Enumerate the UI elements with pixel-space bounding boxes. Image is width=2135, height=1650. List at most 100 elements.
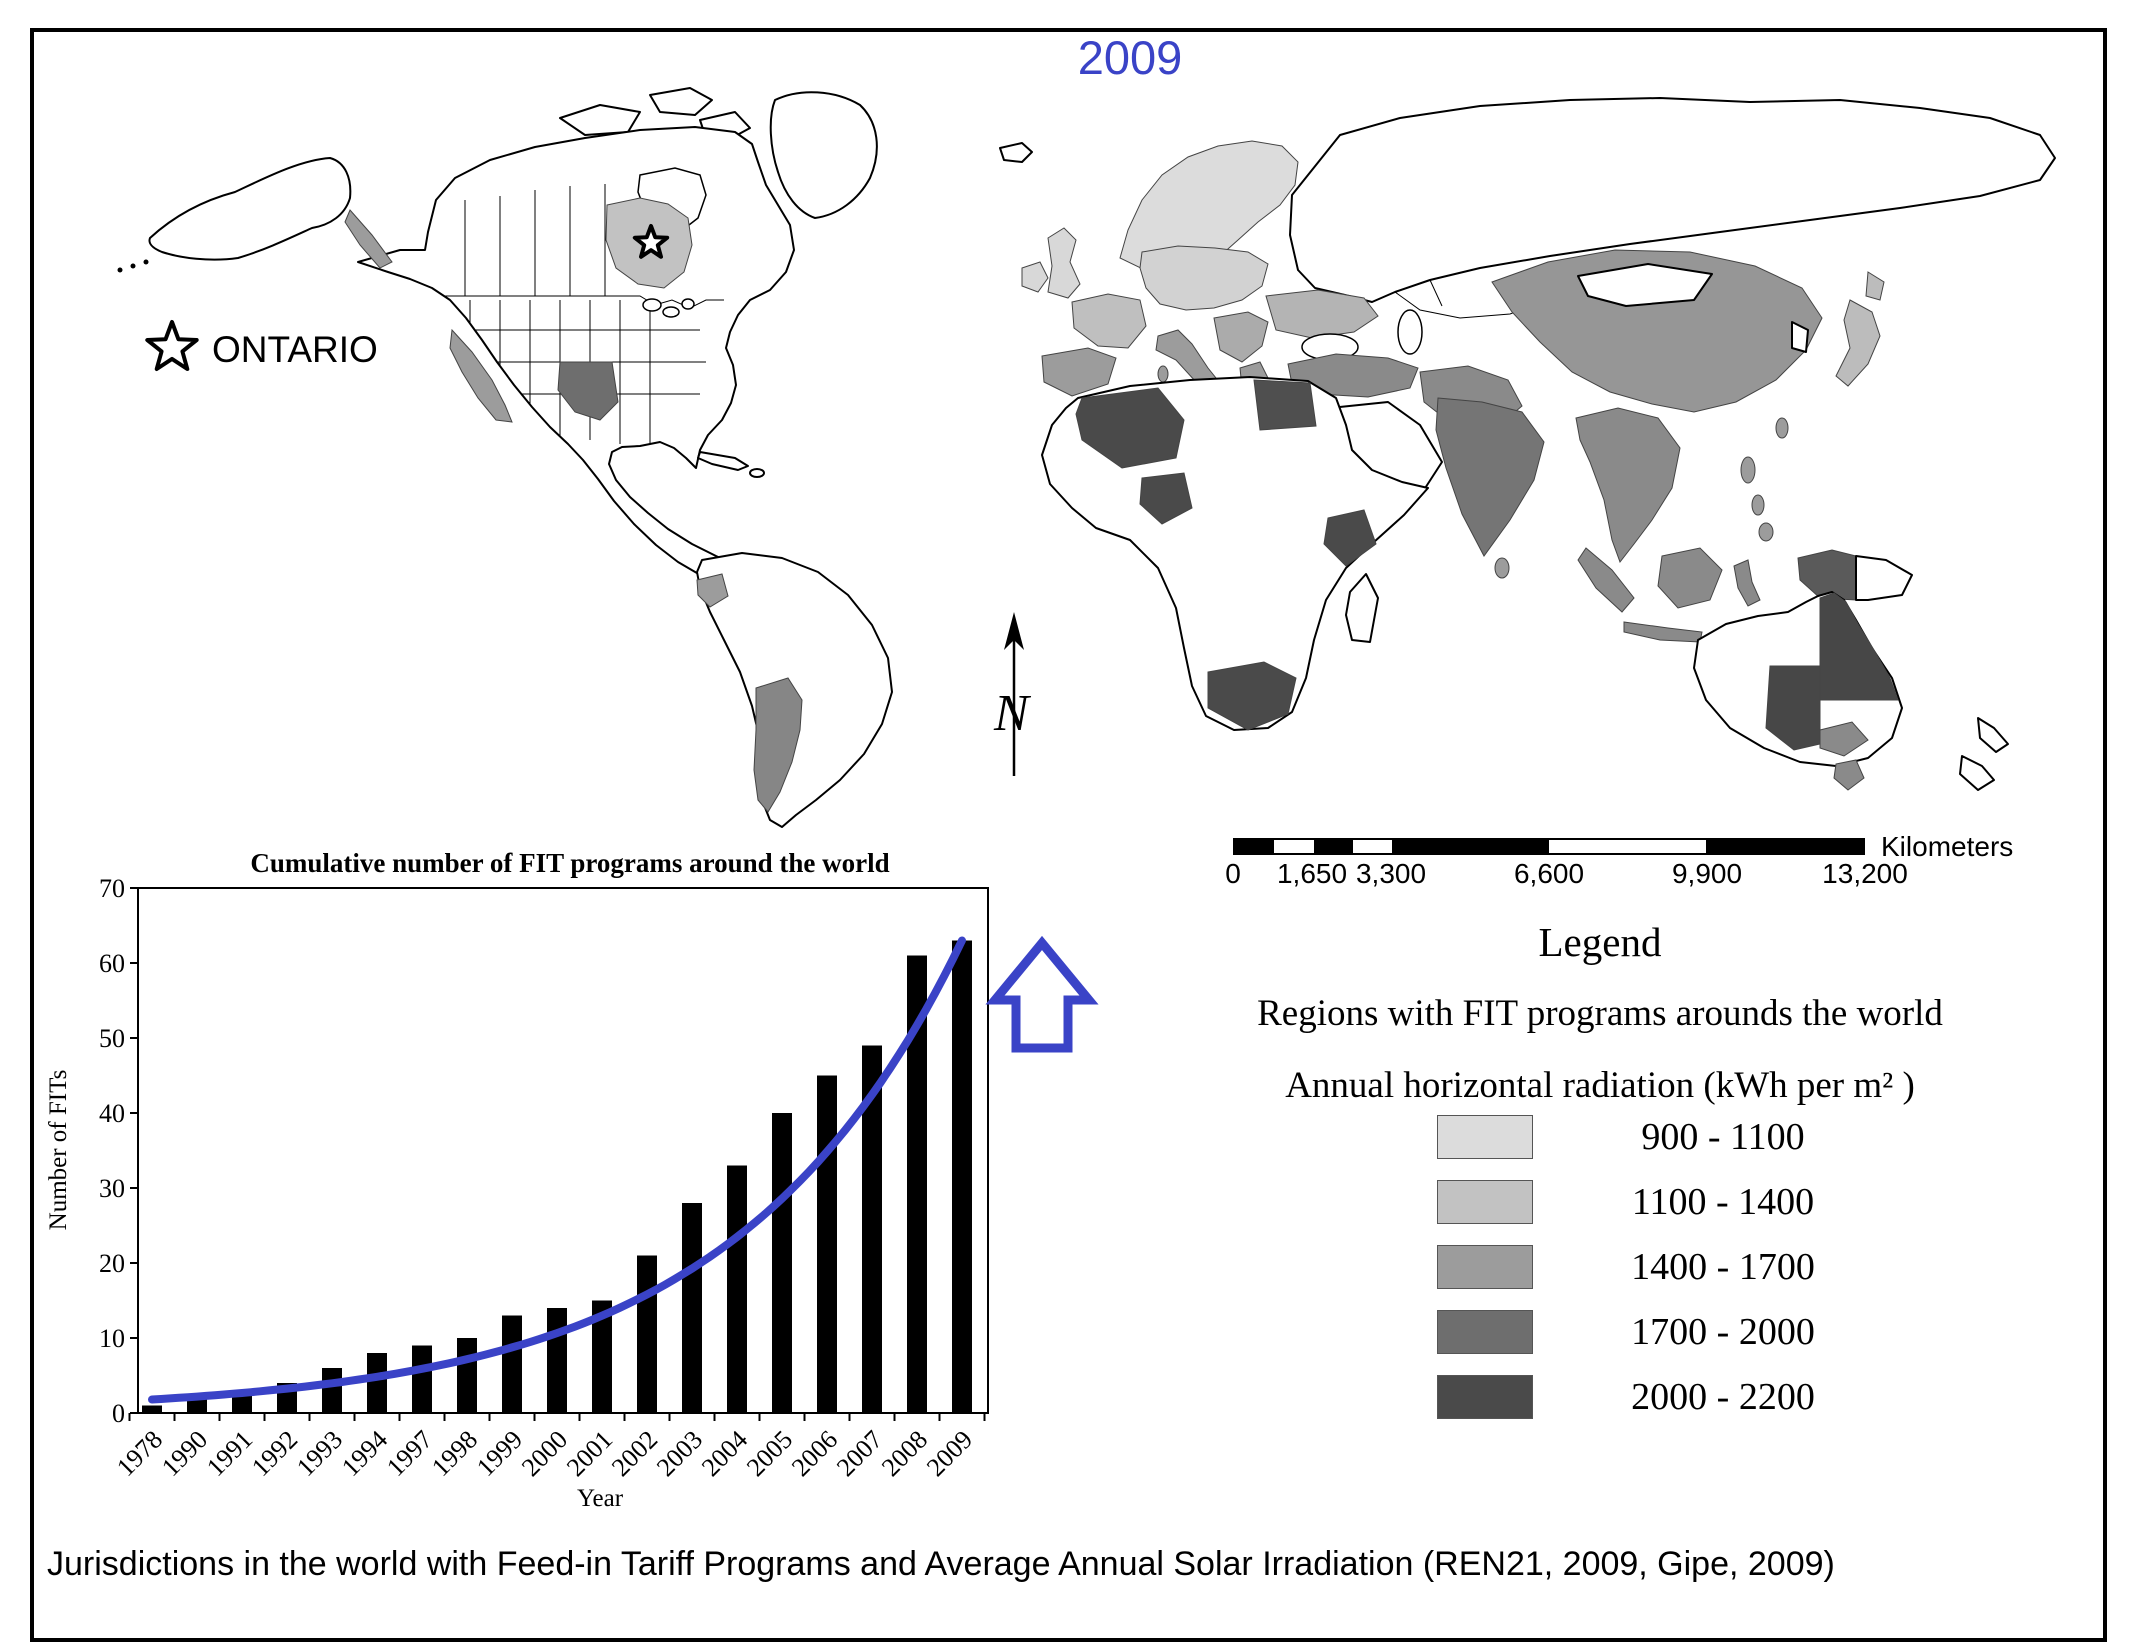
region-pacific-coast-patch [344, 209, 393, 269]
x-axis-label: 2002 [606, 1425, 663, 1482]
trend-curve [148, 936, 966, 1404]
region-kenya [1323, 509, 1377, 567]
legend-swatch [1437, 1115, 1533, 1159]
y-axis-title: Number of FITs [45, 1070, 72, 1231]
scalebar-labels: 0 1,650 3,300 6,600 9,900 13,200 [1225, 858, 1908, 892]
legend-title: Legend [1538, 919, 1662, 965]
bar-2002 [637, 1255, 657, 1413]
bar-2003 [682, 1203, 702, 1413]
x-axis-label: 2000 [516, 1425, 573, 1482]
region-south-australia [1765, 665, 1821, 751]
region-madagascar [1345, 573, 1379, 643]
north-arrow-icon: N [993, 612, 1032, 776]
region-borneo [1657, 547, 1723, 609]
arctic-island [649, 87, 713, 116]
region-java [1623, 621, 1703, 643]
bar-1978 [142, 1405, 162, 1413]
region-ecuador-patch [696, 573, 729, 608]
y-axis-label: 40 [99, 1099, 125, 1128]
x-axis-label: 2001 [561, 1425, 618, 1482]
bar-1993 [322, 1368, 342, 1413]
scalebar-tick-label: 1,650 [1276, 858, 1348, 889]
caspian-sea [1397, 309, 1423, 355]
region-france [1071, 293, 1147, 349]
region-china [1491, 249, 1823, 413]
legend-range: 1100 - 1400 [1631, 1181, 1815, 1223]
region-new-zealand-south [1959, 755, 1995, 791]
bar-1990 [187, 1398, 207, 1413]
ontario-map-star-icon [632, 224, 670, 259]
x-axis-label: 1991 [201, 1425, 258, 1482]
region-japan-hokkaido [1865, 271, 1885, 301]
bar-2001 [592, 1300, 612, 1413]
y-axis-label: 70 [99, 874, 125, 903]
bar-2005 [772, 1113, 792, 1413]
x-axis-label: 2008 [876, 1425, 933, 1482]
region-north-america [357, 126, 795, 586]
region-iceland [999, 142, 1033, 163]
region-sumatra [1577, 547, 1635, 613]
region-victoria [1819, 721, 1869, 757]
region-texas-patch [557, 361, 619, 421]
north-arrow-letter: N [993, 685, 1032, 742]
bar-2009 [952, 940, 972, 1413]
legend-item: 1700 - 2000 [1437, 1310, 1873, 1354]
great-lake [681, 298, 695, 310]
region-japan-honshu [1835, 299, 1881, 387]
region-mongolia [1577, 263, 1713, 307]
world-map: ONTARIO [117, 87, 2056, 828]
region-cuba [697, 451, 749, 471]
chart-title: Cumulative number of FIT programs around… [250, 848, 889, 878]
great-lake [662, 306, 680, 318]
region-philippines [1740, 456, 1756, 484]
region-philippines [1758, 522, 1774, 542]
map-year-title: 2009 [1077, 31, 1183, 84]
region-uk [1047, 227, 1081, 299]
figure-border [30, 28, 2107, 1642]
up-arrow-icon [985, 935, 1099, 1053]
bar-2007 [862, 1045, 882, 1413]
region-sulawesi [1733, 559, 1761, 607]
region-algeria [1075, 387, 1185, 469]
bar-1997 [412, 1345, 432, 1413]
region-india [1435, 397, 1545, 557]
bar-2008 [907, 955, 927, 1413]
region-sri-lanka [1494, 557, 1510, 579]
x-axis-label: 2006 [786, 1425, 843, 1482]
x-axis-label: 1990 [156, 1425, 213, 1482]
region-balkans [1213, 311, 1269, 363]
ontario-label-text: ONTARIO [212, 329, 378, 370]
region-new-zealand-north [1977, 717, 2009, 753]
region-egypt [1253, 379, 1317, 431]
x-axis-label: 2007 [831, 1425, 888, 1482]
aleutian-island-dot [130, 263, 136, 269]
region-south-africa [1207, 661, 1297, 731]
region-alaska [148, 157, 352, 261]
y-axis-label: 30 [99, 1174, 125, 1203]
figure-caption: Jurisdictions in the world with Feed-in … [47, 1545, 1835, 1583]
scalebar-segments [1233, 838, 1865, 855]
region-philippines [1751, 494, 1765, 516]
legend-range: 2000 - 2200 [1631, 1376, 1815, 1418]
region-papua-new-guinea [1855, 555, 1913, 601]
y-axis-label: 10 [99, 1324, 125, 1353]
bar-1998 [457, 1338, 477, 1413]
scalebar-tick-label: 9,900 [1671, 858, 1743, 889]
x-axis-label: 1999 [471, 1425, 528, 1482]
legend-item: 1100 - 1400 [1437, 1180, 1873, 1224]
region-ukraine [1265, 289, 1379, 339]
x-axis-label: 1978 [111, 1425, 168, 1482]
bar-1994 [367, 1353, 387, 1413]
legend-item: 1400 - 1700 [1437, 1245, 1873, 1289]
x-axis-label: 2004 [696, 1425, 753, 1482]
aleutian-island-dot [143, 259, 149, 265]
x-axis-title: Year [577, 1485, 624, 1512]
region-tasmania [1833, 759, 1865, 791]
legend-range: 1400 - 1700 [1631, 1246, 1815, 1288]
y-axis-label: 50 [99, 1024, 125, 1053]
bar-1999 [502, 1315, 522, 1413]
arctic-island [559, 104, 641, 136]
ontario-label-star-icon [145, 320, 199, 371]
region-sardinia [1157, 365, 1169, 383]
